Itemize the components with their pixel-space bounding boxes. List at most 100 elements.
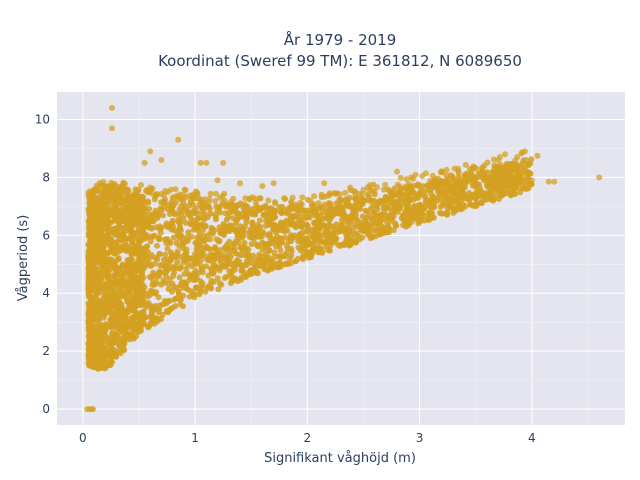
data-point xyxy=(468,168,475,175)
data-point xyxy=(447,203,454,210)
data-point xyxy=(151,232,158,239)
data-point xyxy=(246,196,253,203)
data-point xyxy=(493,191,500,197)
data-point xyxy=(303,249,310,255)
data-point xyxy=(199,269,206,276)
data-point xyxy=(273,233,280,240)
data-point xyxy=(182,187,189,194)
data-point xyxy=(255,226,262,232)
data-point xyxy=(90,217,97,224)
data-point xyxy=(369,188,376,194)
data-point xyxy=(105,298,112,305)
data-point xyxy=(210,251,217,258)
data-point xyxy=(207,190,214,197)
data-point xyxy=(394,168,401,175)
data-point xyxy=(197,262,204,269)
data-point xyxy=(297,202,304,209)
data-point xyxy=(306,240,313,247)
data-point xyxy=(336,196,343,203)
data-point xyxy=(92,308,99,314)
data-point xyxy=(176,295,183,302)
data-point xyxy=(102,210,109,216)
data-point xyxy=(218,254,225,261)
data-point xyxy=(87,201,93,208)
data-point xyxy=(267,235,274,242)
data-point xyxy=(294,255,301,262)
data-point xyxy=(300,241,307,248)
data-point xyxy=(105,279,112,286)
chart-title: År 1979 - 2019 Koordinat (Sweref 99 TM):… xyxy=(158,30,522,70)
data-point xyxy=(315,200,322,207)
data-point xyxy=(197,159,204,166)
data-point xyxy=(277,238,284,244)
data-point xyxy=(222,263,229,270)
data-point xyxy=(250,267,257,274)
data-point xyxy=(194,227,201,234)
data-point xyxy=(508,160,515,167)
data-point xyxy=(112,271,119,278)
chart-title-line-1: År 1979 - 2019 xyxy=(284,30,397,49)
data-point xyxy=(175,216,182,223)
data-point xyxy=(408,209,415,216)
data-point xyxy=(339,217,345,223)
data-point xyxy=(379,223,386,230)
data-point xyxy=(461,179,468,186)
data-point xyxy=(286,255,293,262)
data-point xyxy=(502,151,509,158)
data-point xyxy=(295,207,302,214)
data-point xyxy=(443,166,450,173)
data-point xyxy=(132,297,139,304)
data-point xyxy=(205,232,211,239)
data-point xyxy=(113,325,120,332)
data-point xyxy=(323,214,330,220)
data-point xyxy=(157,262,164,269)
data-point xyxy=(139,215,146,222)
data-point xyxy=(112,263,119,270)
data-point xyxy=(112,203,119,210)
data-point xyxy=(206,205,213,212)
data-point xyxy=(86,343,93,349)
data-point xyxy=(455,169,462,176)
data-point xyxy=(352,191,359,198)
data-point xyxy=(119,274,125,281)
data-point xyxy=(237,244,244,251)
data-point xyxy=(329,239,336,246)
data-point xyxy=(486,191,493,198)
data-point xyxy=(497,161,504,168)
data-point xyxy=(87,249,94,256)
data-point xyxy=(116,342,122,349)
data-point xyxy=(135,267,142,274)
data-point xyxy=(456,206,463,213)
data-point xyxy=(114,277,120,284)
data-point xyxy=(135,228,142,235)
data-point xyxy=(249,220,256,227)
data-point xyxy=(154,242,160,249)
data-point xyxy=(371,209,378,216)
data-point xyxy=(99,272,106,279)
data-point xyxy=(412,203,419,210)
data-point xyxy=(164,206,171,213)
data-point xyxy=(199,227,206,234)
data-point xyxy=(490,197,497,204)
data-point xyxy=(117,350,124,357)
data-point xyxy=(266,206,273,213)
data-point xyxy=(270,180,277,187)
data-point xyxy=(192,205,199,212)
data-point xyxy=(158,206,165,213)
data-point xyxy=(99,263,105,270)
data-point xyxy=(177,264,184,271)
data-point xyxy=(359,200,366,207)
data-point xyxy=(141,252,148,259)
data-point xyxy=(359,223,366,230)
data-point xyxy=(304,228,310,235)
data-point xyxy=(327,209,334,216)
data-point xyxy=(237,180,243,187)
data-point xyxy=(180,259,187,266)
data-point xyxy=(169,203,176,210)
data-point xyxy=(259,183,266,190)
data-point xyxy=(231,207,238,214)
data-point xyxy=(110,294,117,301)
data-point xyxy=(104,303,111,310)
data-point xyxy=(129,275,136,281)
